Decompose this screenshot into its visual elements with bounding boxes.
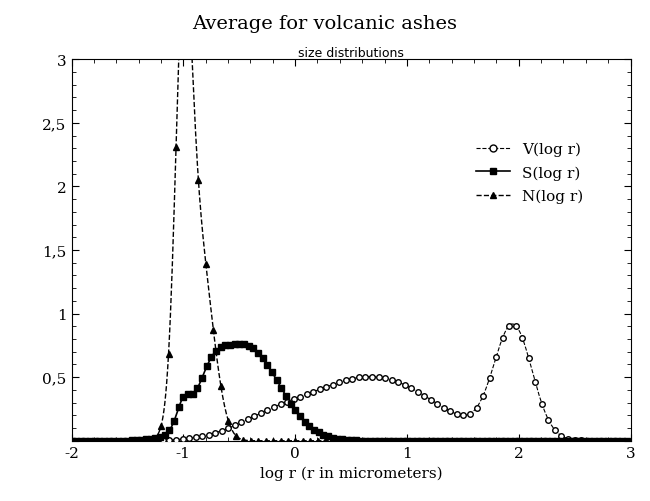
Legend: V(log r), S(log r), N(log r): V(log r), S(log r), N(log r): [470, 136, 590, 210]
X-axis label: log r (r in micrometers): log r (r in micrometers): [260, 465, 442, 479]
Text: Average for volcanic ashes: Average for volcanic ashes: [192, 15, 458, 33]
Title: size distributions: size distributions: [298, 47, 404, 60]
